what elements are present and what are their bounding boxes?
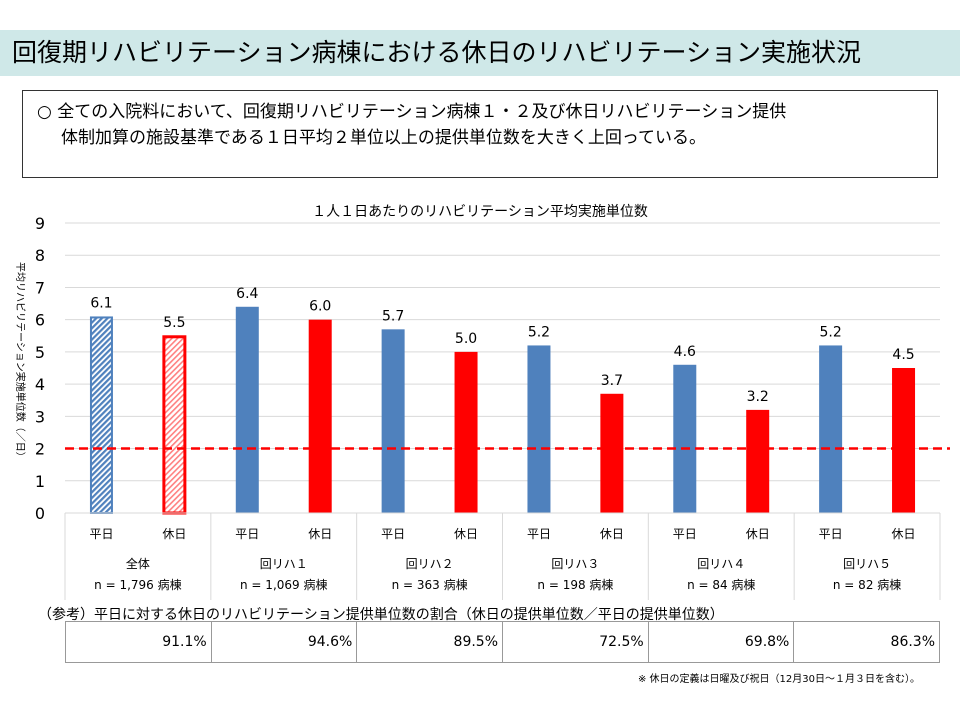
bar-weekday [89,316,113,515]
page-title: 回復期リハビリテーション病棟における休日のリハビリテーション実施状況 [0,30,960,76]
bar-holiday [308,319,332,513]
x-category-label: 平日 [89,527,113,541]
bar-weekday [235,306,259,513]
reference-title: （参考）平日に対する休日のリハビリテーション提供単位数の割合（休日の提供単位数／… [38,607,724,623]
group-label: 回リハ２ [406,557,454,571]
bar-holiday [600,393,624,513]
group-count: n = 82 病棟 [833,577,901,592]
summary-note: ○ 全ての入院料において、回復期リハビリテーション病棟１・２及び休日リハビリテー… [22,90,938,178]
bar-holiday [746,409,770,513]
group-label: 回リハ５ [843,557,891,571]
note-line-2: 体制加算の施設基準である１日平均２単位以上の提供単位数を大きく上回っている。 [61,128,706,148]
group-count: n = 363 病棟 [392,577,468,592]
data-label: 5.7 [382,308,404,324]
x-category-label: 休日 [746,527,770,541]
y-tick-label: 6 [35,311,45,330]
y-tick-label: 4 [35,375,45,394]
ratio-cell: 72.5% [503,622,649,662]
data-label: 5.2 [819,324,841,340]
bar-weekday [673,364,697,513]
chart-title: １人１日あたりのリハビリテーション平均実施単位数 [312,204,648,220]
group-label: 回リハ１ [260,557,308,571]
y-tick-label: 3 [35,407,45,426]
y-tick-label: 2 [35,440,45,459]
y-tick-label: 5 [35,343,45,362]
group-label: 回リハ３ [551,557,599,571]
x-category-label: 平日 [527,527,551,541]
group-count: n = 84 病棟 [687,577,755,592]
x-category-label: 休日 [308,527,332,541]
footnote: ※ 休日の定義は日曜及び祝日（12月30日～１月３日を含む）。 [637,674,920,685]
group-label: 回リハ４ [697,557,745,571]
x-category-label: 休日 [892,527,916,541]
data-label: 3.2 [747,389,769,405]
bullet: ○ [37,102,52,122]
ratio-cell: 94.6% [212,622,358,662]
x-category-label: 休日 [162,527,186,541]
bar-weekday [819,345,843,513]
data-label: 6.1 [90,295,112,311]
y-tick-label: 0 [35,504,45,523]
data-label: 5.0 [455,331,477,347]
data-label: 6.4 [236,286,258,302]
x-category-label: 平日 [673,527,697,541]
data-label: 3.7 [601,373,623,389]
ratio-cell: 86.3% [890,634,936,650]
group-count: n = 1,796 病棟 [94,577,181,592]
bar-holiday [454,351,478,513]
ratio-cell: 69.8% [649,622,795,662]
x-category-label: 平日 [819,527,843,541]
note-line-1: 全ての入院料において、回復期リハビリテーション病棟１・２及び休日リハビリテーショ… [57,102,787,122]
group-count: n = 198 病棟 [537,577,613,592]
y-tick-label: 9 [35,214,45,233]
bar-holiday [162,335,187,515]
x-category-label: 平日 [235,527,259,541]
data-label: 6.0 [309,299,331,315]
y-tick-label: 1 [35,472,45,491]
bar-weekday [527,345,551,513]
bar-holiday [892,368,916,513]
group-label: 全体 [126,556,150,571]
reference-table: 91.1% 94.6% 89.5% 72.5% 69.8% 86.3% [65,621,940,663]
bar-weekday [381,329,405,513]
x-category-label: 休日 [600,527,624,541]
x-category-label: 平日 [381,527,405,541]
ratio-cell: 91.1% [66,622,212,662]
ratio-cell: 89.5% [357,622,504,662]
data-label: 4.5 [892,347,914,363]
x-category-label: 休日 [454,527,478,541]
group-count: n = 1,069 病棟 [240,577,327,592]
y-axis-label: 平均リハビリテーション実施単位数（／日） [14,262,27,462]
data-label: 5.2 [528,324,550,340]
y-tick-label: 7 [35,278,45,297]
data-label: 5.5 [163,315,185,331]
data-label: 4.6 [674,344,696,360]
y-tick-label: 8 [35,246,45,265]
